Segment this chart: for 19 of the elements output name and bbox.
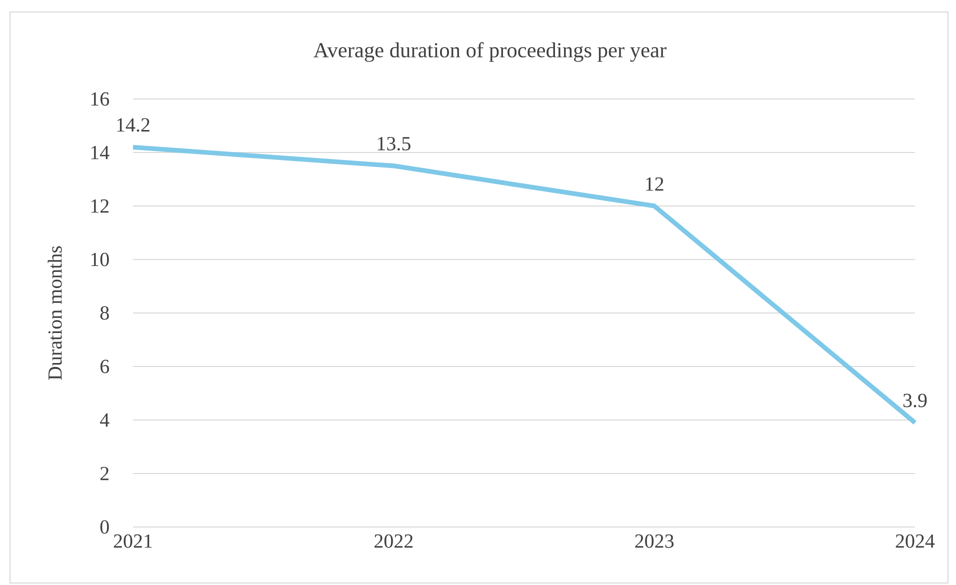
- y-tick-label: 10: [91, 252, 109, 266]
- data-label: 12: [646, 177, 664, 191]
- chart-title: Average duration of proceedings per year: [314, 42, 666, 62]
- x-tick-label: 2022: [374, 534, 413, 548]
- x-tick-label: 2023: [635, 534, 674, 548]
- data-label: 14.2: [117, 118, 150, 132]
- y-tick-label: 12: [91, 199, 109, 213]
- x-tick-label: 2024: [896, 534, 935, 548]
- y-tick-label: 16: [91, 92, 110, 106]
- data-label: 13.5: [378, 136, 410, 150]
- y-tick-label: 4: [100, 413, 110, 427]
- x-tick-label: 2021: [114, 534, 152, 548]
- y-tick-label: 6: [100, 360, 110, 374]
- y-tick-label: 8: [100, 306, 109, 320]
- y-axis-title: Duration months: [48, 246, 62, 380]
- y-tick-label: 14: [91, 146, 110, 160]
- y-tick-label: 2: [100, 466, 109, 480]
- y-tick-label: 0: [100, 520, 109, 534]
- data-label: 3.9: [903, 394, 927, 408]
